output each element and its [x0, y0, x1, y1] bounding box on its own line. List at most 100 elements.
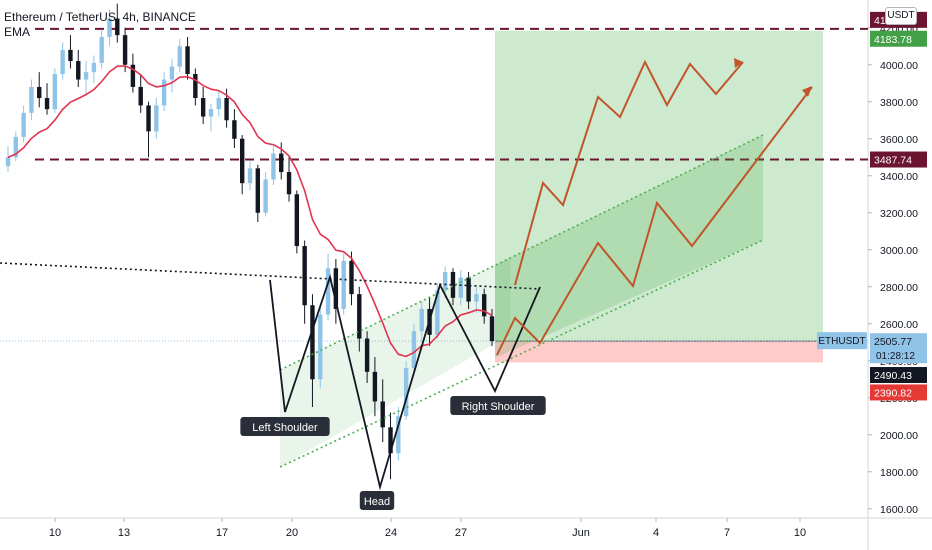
candle-body: [341, 260, 346, 309]
candle-body: [294, 194, 300, 247]
candle-body: [357, 294, 362, 339]
candle-body: [83, 72, 89, 80]
candle-body: [107, 18, 112, 37]
candle-body: [372, 371, 378, 402]
candle-body: [44, 98, 50, 110]
y-tick-label: 2600.00: [880, 319, 918, 331]
y-tick-label: 2000.00: [880, 430, 918, 442]
candle-body: [403, 368, 409, 417]
x-tick-label: 4: [653, 527, 659, 539]
candle-body: [325, 268, 331, 315]
neckline: [0, 262, 541, 290]
channel-lower: [279, 239, 764, 468]
x-tick-label: 20: [286, 527, 298, 539]
candle-body: [396, 416, 401, 454]
candle-body: [489, 316, 495, 342]
x-tick-label: 10: [794, 527, 806, 539]
candle-body: [146, 105, 151, 132]
candle-body: [224, 98, 229, 121]
y-tick-label: 3800.00: [880, 97, 918, 109]
candle-body: [52, 74, 58, 110]
candle-body: [411, 331, 417, 369]
right-shoulder-label-bg: [450, 396, 546, 415]
head-label-bg: [359, 491, 395, 510]
right-shoulder-label: Right Shoulder: [462, 401, 535, 413]
candle-body: [13, 136, 19, 158]
candle-body: [310, 305, 315, 380]
price-countdown-label: 01:28:12: [876, 351, 915, 362]
candle-body: [481, 294, 487, 317]
y-tick-label: 3000.00: [880, 245, 918, 257]
candle-body: [419, 308, 424, 332]
candle-body: [208, 109, 214, 117]
y-tick-label: 3600.00: [880, 134, 918, 146]
candle-body: [232, 120, 237, 139]
candle-body: [263, 179, 268, 213]
price-tag-bg: [870, 367, 927, 384]
projection-path-lower: [496, 86, 813, 356]
candle-body: [161, 79, 167, 106]
candle-body: [200, 98, 206, 117]
stop-zone: [495, 341, 823, 363]
candle-body: [318, 314, 323, 380]
candle-body: [442, 271, 448, 291]
candle-body: [76, 61, 81, 80]
candle-body: [302, 246, 307, 306]
x-tick-label: 24: [385, 527, 397, 539]
y-tick-label: 3400.00: [880, 171, 918, 183]
x-tick-label: 10: [49, 527, 61, 539]
candle-body: [388, 427, 393, 454]
price-tag-label: 3487.74: [874, 155, 912, 167]
symbol-title: Ethereum / TetherUS, 4h, BINANCE: [4, 10, 196, 24]
candle-body: [271, 153, 276, 180]
candle-body: [115, 18, 120, 36]
price-tag-label: 2505.77: [874, 336, 912, 348]
candle-body: [380, 401, 385, 428]
price-tag-bg: [870, 333, 927, 364]
candle-body: [185, 46, 190, 74]
candle-body: [122, 35, 128, 65]
candle-body: [154, 105, 159, 132]
candle-body: [68, 49, 73, 62]
left-shoulder-label-bg: [240, 417, 330, 436]
candle-body: [5, 157, 11, 167]
price-tag-bg: [870, 384, 927, 401]
candle-body: [349, 260, 354, 295]
left-shoulder-label: Left Shoulder: [252, 422, 318, 434]
projected-channel-fill: [495, 135, 763, 358]
candle-body: [333, 268, 339, 309]
head-shoulders-pattern: [269, 273, 541, 491]
candle-body: [247, 168, 253, 184]
currency-unit-button[interactable]: USDT: [885, 7, 917, 25]
candle-body: [216, 98, 221, 110]
candle-body: [458, 277, 463, 298]
y-tick-label: 4000.00: [880, 60, 918, 72]
candle-body: [450, 271, 456, 298]
symbol-tag-label: ETHUSDT: [818, 336, 865, 347]
price-tag-label: 4183.78: [874, 34, 912, 46]
projection-path-upper: [514, 59, 744, 286]
price-tag-bg: [870, 30, 927, 47]
candle-body: [138, 86, 143, 106]
symbol-tag-bg: [817, 332, 867, 350]
candle-body: [364, 338, 370, 372]
price-tag-bg: [870, 151, 927, 168]
head-label: Head: [364, 496, 390, 508]
candle-body: [91, 62, 97, 73]
candle-body: [29, 86, 34, 113]
x-tick-label: 7: [724, 527, 730, 539]
y-tick-label: 2800.00: [880, 282, 918, 294]
x-tick-label: 27: [455, 527, 467, 539]
x-tick-label: 13: [118, 527, 130, 539]
candle-body: [21, 112, 26, 137]
ema-line: [7, 65, 493, 358]
projection-arrowhead-upper: [734, 58, 743, 68]
candle-body: [286, 172, 292, 195]
price-tag-label: 2490.43: [874, 370, 912, 382]
price-tag-label: 2390.82: [874, 387, 912, 399]
y-tick-label: 3200.00: [880, 208, 918, 220]
candle-body: [435, 290, 440, 335]
candle-body: [466, 277, 471, 302]
